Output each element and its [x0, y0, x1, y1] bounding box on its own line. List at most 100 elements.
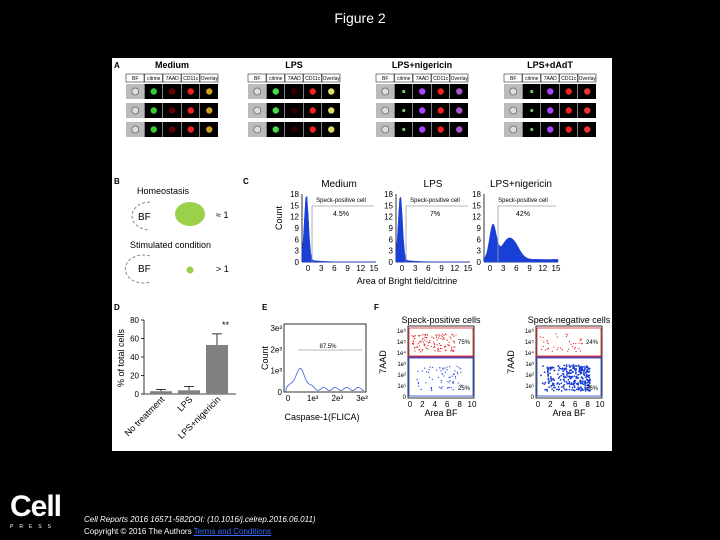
scatter-point [438, 342, 440, 345]
bar-y-tick-label: 80 [130, 316, 139, 325]
fluorescence-dot [206, 88, 213, 95]
scatter-point [574, 347, 577, 349]
scatter-point [582, 369, 585, 372]
scatter-point [562, 372, 565, 375]
channel-label: 7AAD [544, 76, 557, 82]
scatter-point [546, 341, 548, 343]
scatter-point [442, 386, 444, 388]
scatter-point [415, 346, 418, 348]
scatter-point [453, 335, 455, 337]
scatter-point [454, 370, 456, 372]
scatter-point [443, 375, 445, 377]
channel-header-cell [247, 73, 267, 83]
scatter-point [454, 346, 456, 348]
scatter-point [419, 340, 421, 343]
scatter-point [420, 351, 422, 353]
scatter-point [581, 366, 584, 369]
scatter-point [440, 387, 442, 389]
scatter-y-tick-label: 0 [403, 395, 407, 401]
histogram-y-tick-label: 3 [389, 247, 394, 256]
flica-curve [285, 367, 365, 392]
scatter-point [446, 369, 448, 371]
bf-cell-dot [131, 87, 140, 96]
scatter-point [568, 383, 571, 385]
scatter-point [558, 367, 561, 369]
bf-cell-dot [131, 106, 140, 115]
scatter-point [572, 365, 575, 368]
scatter-point [573, 389, 576, 392]
scatter-point [451, 381, 454, 384]
histogram-y-tick-label: 0 [295, 258, 300, 267]
scatter-point [424, 336, 426, 338]
fluorescence-dot [584, 107, 591, 114]
scatter-point [542, 345, 544, 347]
scatter-point [579, 389, 582, 392]
scatter-point [571, 371, 574, 374]
bf-cell-dot [381, 106, 390, 115]
scatter-point [574, 381, 576, 384]
bar-y-tick-label: 0 [135, 390, 140, 399]
scatter-point [448, 341, 450, 343]
scatter-point [585, 375, 588, 378]
scatter-point [453, 342, 455, 344]
channel-label: citrine [397, 76, 411, 82]
panel-e-letter: E [262, 303, 268, 312]
fluorescence-dot [402, 89, 406, 94]
flica-x-tick-label: 1e³ [307, 394, 319, 403]
channel-header-cell [577, 73, 597, 83]
histogram-title: LPS+nigericin [490, 179, 552, 190]
scatter-point [553, 386, 556, 389]
scatter-point [577, 373, 580, 376]
scatter-point [435, 336, 438, 338]
scatter-point [555, 333, 557, 335]
channel-header-cell [144, 73, 163, 83]
scatter-point [563, 378, 565, 381]
scatter-point [425, 333, 427, 336]
scatter-point [454, 375, 457, 377]
scatter-point [565, 374, 568, 376]
scatter-point [452, 340, 454, 342]
homeostasis-label: Homeostasis [137, 186, 190, 196]
histogram-x-tick-label: 6 [332, 264, 337, 273]
scatter-point [543, 371, 546, 374]
scatter-point [570, 383, 573, 386]
histogram-x-tick-label: 3 [501, 264, 506, 273]
scatter-y-tick-label: 1e⁴ [525, 350, 535, 357]
fluorescence-dot [291, 107, 298, 114]
fluorescence-dot [419, 107, 426, 114]
panel-a-group-title: Medium [155, 60, 189, 70]
flica-y-tick-label: 3e³ [270, 324, 282, 333]
channel-label: citrine [269, 76, 283, 82]
flica-y-tick-label: 2e³ [270, 345, 282, 354]
scatter-point [449, 376, 451, 378]
scatter-point [454, 377, 457, 379]
scatter-point [541, 382, 544, 385]
scatter-point [447, 387, 449, 389]
panel-e-histogram: 3e³ 2e³ 1e³ 00 1e³ 2e³ 3e³ 87.5% [270, 323, 368, 403]
scatter-point [561, 386, 563, 388]
histogram-y-tick-label: 18 [472, 190, 481, 199]
flica-y-tick-label: 0 [278, 388, 283, 397]
scatter-point [556, 348, 558, 351]
scatter-point [560, 382, 563, 385]
channel-label: Overlay [323, 76, 341, 82]
significance-marker: ** [222, 320, 230, 330]
scatter-point [453, 346, 455, 348]
scatter-point [539, 336, 541, 338]
scatter-x-tick-label: 8 [457, 400, 462, 409]
scatter-point [447, 381, 449, 383]
scatter-point [440, 370, 442, 372]
scatter-point [563, 383, 566, 386]
scatter-point [433, 343, 436, 345]
channel-header-cell [199, 73, 219, 83]
bf-label-top: BF [138, 212, 151, 223]
scatter-point [421, 339, 423, 341]
fluorescence-dot [419, 126, 426, 133]
bar-y-tick-label: 40 [130, 353, 139, 362]
channel-label: CD11c [433, 76, 448, 82]
scatter-point [567, 350, 569, 352]
panel-c-letter: C [243, 177, 249, 186]
scatter-point [425, 346, 427, 348]
terms-link[interactable]: Terms and Conditions [193, 527, 272, 536]
scatter-point [580, 342, 582, 344]
